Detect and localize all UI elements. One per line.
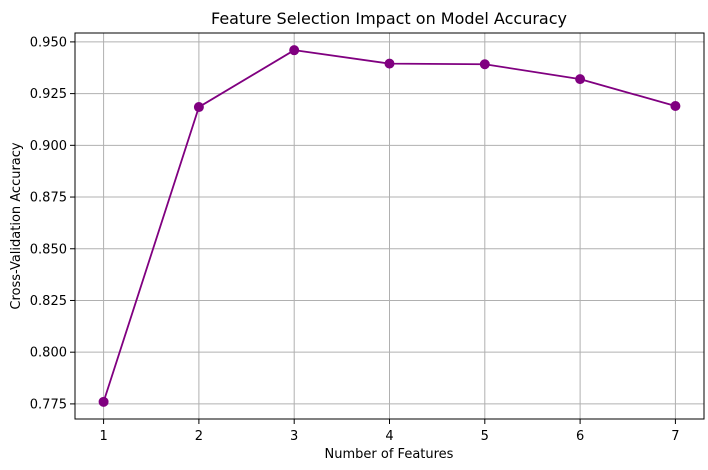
data-point (670, 101, 681, 112)
grid (75, 33, 704, 419)
data-point (384, 58, 395, 69)
x-tick-label: 2 (195, 429, 203, 444)
data-point (98, 396, 109, 407)
data-point (479, 59, 490, 70)
y-tick-label: 0.900 (30, 139, 67, 154)
y-tick-label: 0.800 (30, 346, 67, 361)
chart-title: Feature Selection Impact on Model Accura… (211, 9, 567, 28)
x-tick-label: 5 (481, 429, 489, 444)
x-tick-label: 7 (671, 429, 679, 444)
y-tick-label: 0.850 (30, 242, 67, 257)
data-point (193, 102, 204, 113)
x-tick-label: 6 (576, 429, 584, 444)
x-axis-title: Number of Features (325, 447, 454, 462)
y-axis-title: Cross-Validation Accuracy (9, 142, 24, 310)
y-tick-label: 0.925 (30, 87, 67, 102)
axis-ticks: 1 2 3 4 5 6 7 0.775 0.800 0.825 0.850 0.875 0.900 0.9… (30, 35, 680, 444)
x-tick-label: 3 (290, 429, 298, 444)
y-tick-label: 0.825 (30, 294, 67, 309)
data-series (98, 45, 681, 407)
data-point (575, 74, 586, 85)
x-tick-label: 1 (99, 429, 107, 444)
x-tick-label: 4 (385, 429, 393, 444)
y-tick-label: 0.775 (30, 397, 67, 412)
y-tick-label: 0.875 (30, 191, 67, 206)
data-point (289, 45, 300, 56)
y-tick-label: 0.950 (30, 35, 67, 50)
